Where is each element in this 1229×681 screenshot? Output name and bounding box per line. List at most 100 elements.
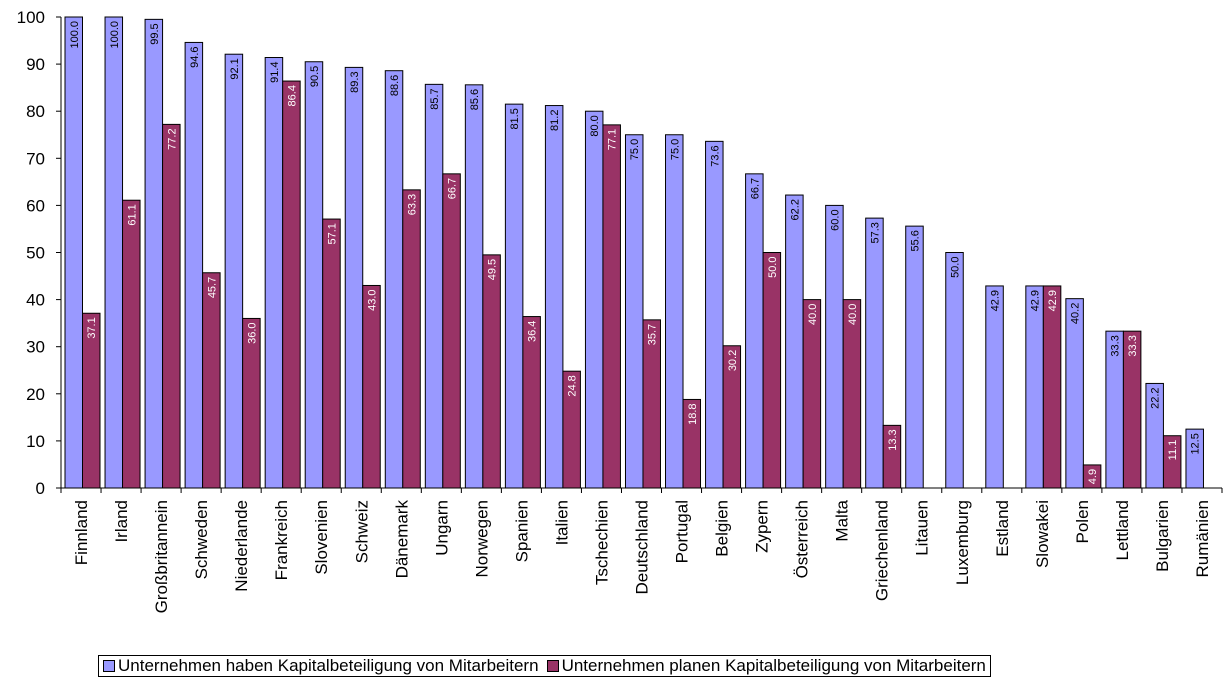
bar-haben-23 [985,285,1004,489]
legend: Unternehmen haben Kapitalbeteiligung von… [98,655,991,677]
data-label-planen-8: 63.3 [407,194,419,215]
data-label-planen-17: 50.0 [767,257,779,278]
data-label-haben-3: 94.6 [189,46,201,67]
bar-planen-9 [442,173,461,489]
y-tick-label-60: 60 [26,196,45,215]
bar-haben-0 [64,16,83,489]
data-label-planen-4: 36.0 [246,322,258,343]
x-tick-label-25: Polen [1073,500,1092,543]
bar-haben-6 [304,61,324,489]
y-tick-label-90: 90 [26,55,45,74]
data-label-planen-27: 11.1 [1167,440,1179,461]
bar-haben-19 [825,204,844,489]
bar-haben-22 [945,252,964,489]
y-tick-label-100: 100 [17,8,45,27]
data-label-haben-20: 57.3 [869,222,881,243]
x-tick-label-6: Slovenien [312,500,331,575]
data-label-haben-1: 100.0 [109,21,121,49]
bar-haben-17 [745,173,764,489]
x-tick-label-18: Österreich [793,500,812,578]
x-tick-label-8: Dänemark [392,500,411,579]
data-label-haben-19: 60.0 [829,209,841,230]
bar-planen-13 [602,124,621,489]
data-label-planen-13: 77.1 [607,129,619,150]
data-label-haben-14: 75.0 [629,139,641,160]
bar-haben-5 [264,57,284,489]
data-label-planen-1: 61.1 [126,204,138,225]
data-label-haben-9: 85.7 [429,88,441,109]
y-tick-label-70: 70 [26,149,45,168]
bar-haben-20 [865,217,884,489]
x-tick-label-1: Irland [112,500,131,543]
data-label-haben-17: 66.7 [749,178,761,199]
legend-label-planen: Unternehmen planen Kapitalbeteiligung vo… [561,656,986,675]
bar-haben-24 [1025,285,1044,489]
bar-planen-7 [362,284,381,489]
x-tick-label-23: Estland [993,500,1012,557]
data-label-haben-10: 85.6 [469,89,481,110]
data-label-haben-12: 81.2 [549,110,561,131]
bar-planen-19 [842,299,862,489]
bar-haben-13 [584,110,604,489]
x-tick-label-15: Portugal [673,500,692,563]
x-tick-label-21: Litauen [913,500,932,556]
legend-label-haben: Unternehmen haben Kapitalbeteiligung von… [118,656,539,675]
bar-planen-8 [402,189,421,489]
data-label-haben-6: 90.5 [309,66,321,87]
data-label-planen-6: 57.1 [326,223,338,244]
x-tick-label-4: Niederlande [232,500,251,592]
bar-planen-5 [282,80,301,489]
bar-planen-6 [322,218,341,489]
data-label-haben-23: 42.9 [990,290,1002,311]
bar-planen-24 [1042,285,1062,489]
bar-haben-14 [624,134,644,489]
bar-haben-10 [464,84,484,489]
bar-planen-1 [122,199,141,489]
data-label-haben-13: 80.0 [589,115,601,136]
bar-planen-17 [762,252,782,489]
data-label-planen-5: 86.4 [286,85,298,106]
x-tick-label-24: Slowakei [1033,500,1052,568]
bar-haben-1 [104,16,124,489]
x-tick-label-28: Rumänien [1193,500,1212,578]
bar-haben-12 [544,105,564,489]
bar-haben-7 [344,66,364,489]
data-label-planen-2: 77.2 [166,128,178,149]
bar-haben-11 [504,103,524,489]
data-label-haben-22: 50.0 [950,257,962,278]
bar-haben-3 [184,41,204,489]
x-tick-label-19: Malta [833,499,852,541]
legend-item-haben: Unternehmen haben Kapitalbeteiligung von… [103,656,539,676]
y-tick-label-40: 40 [26,291,45,310]
x-tick-label-7: Schweiz [352,500,371,563]
data-label-planen-12: 24.8 [567,375,579,396]
bar-haben-16 [705,140,724,489]
x-tick-label-16: Belgien [713,500,732,557]
data-label-haben-2: 99.5 [149,23,161,44]
data-label-planen-15: 18.8 [687,403,699,424]
data-label-haben-0: 100.0 [69,21,81,49]
x-tick-label-5: Frankreich [272,500,291,580]
data-label-haben-26: 33.3 [1110,335,1122,356]
data-label-haben-8: 88.6 [389,75,401,96]
data-label-planen-10: 49.5 [487,259,499,280]
y-tick-label-30: 30 [26,338,45,357]
data-label-haben-7: 89.3 [349,71,361,92]
y-tick-label-50: 50 [26,244,45,263]
legend-swatch-haben [103,660,115,672]
data-label-haben-4: 92.1 [229,58,241,79]
x-tick-label-11: Spanien [512,500,531,562]
x-tick-label-3: Schweden [192,500,211,579]
x-tick-label-27: Bulgarien [1153,500,1172,572]
bar-haben-21 [905,225,924,489]
legend-swatch-planen [546,660,559,672]
bar-haben-15 [665,134,684,489]
data-label-planen-11: 36.4 [527,321,539,342]
bar-planen-2 [162,123,181,489]
bar-planen-10 [482,254,501,489]
x-tick-label-20: Griechenland [873,500,892,601]
bar-haben-25 [1065,298,1084,489]
bar-planen-18 [802,299,822,489]
data-label-planen-3: 45.7 [206,277,218,298]
data-label-planen-26: 33.3 [1127,335,1139,356]
